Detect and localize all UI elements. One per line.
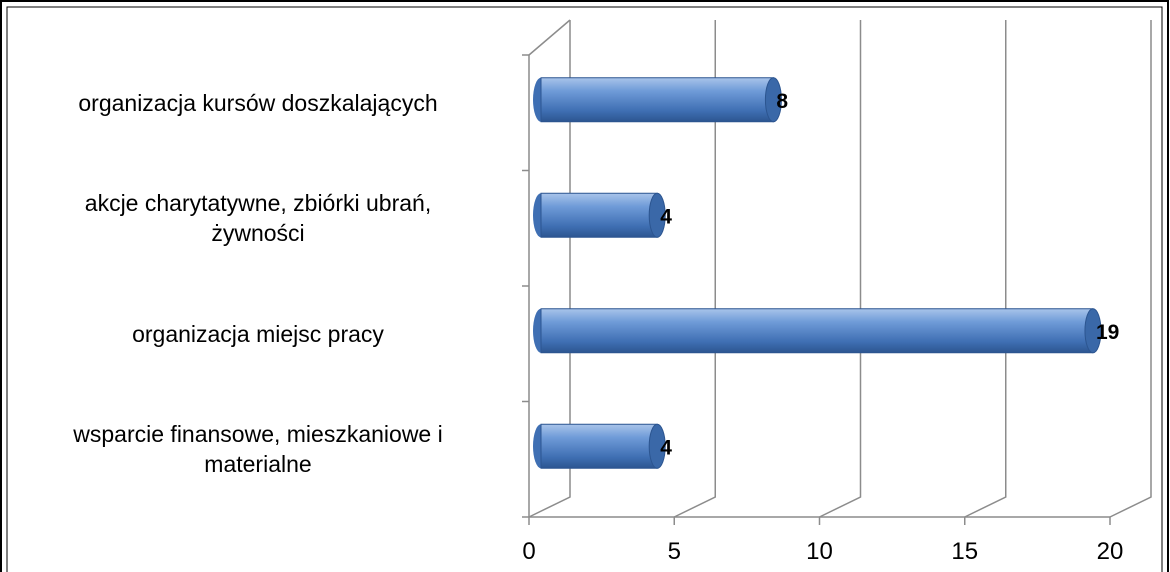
x-tick-label: 15 — [951, 538, 978, 565]
value-label: 8 — [776, 90, 788, 113]
grid-line — [964, 20, 1007, 518]
grid-line — [528, 20, 571, 518]
axis-line — [528, 19, 571, 56]
x-tick-label: 20 — [1097, 538, 1124, 565]
bar-cap — [1084, 308, 1102, 354]
bar — [540, 308, 1094, 354]
x-tick-label: 10 — [806, 538, 833, 565]
category-label: akcje charytatywne, zbiórki ubrań, żywno… — [84, 190, 432, 247]
category-label: wsparcie finansowe, mieszkaniowe i mater… — [73, 421, 443, 478]
bar-cap — [648, 423, 666, 469]
value-label: 19 — [1096, 321, 1119, 344]
value-label: 4 — [660, 205, 672, 228]
category-label: organizacja miejsc pracy — [132, 320, 384, 347]
grid-line — [673, 20, 716, 518]
bar — [540, 423, 658, 469]
value-label: 4 — [660, 436, 672, 459]
category-label: organizacja kursów doszkalających — [78, 89, 438, 116]
x-tick-label: 5 — [668, 538, 681, 565]
bar-cap — [648, 192, 666, 238]
bar — [540, 77, 774, 123]
grid-line — [1109, 20, 1152, 518]
bar — [540, 192, 658, 238]
x-tick-label: 0 — [522, 538, 535, 565]
grid-line — [819, 20, 862, 518]
bar-cap — [764, 77, 782, 123]
frame-inner — [6, 6, 1163, 572]
